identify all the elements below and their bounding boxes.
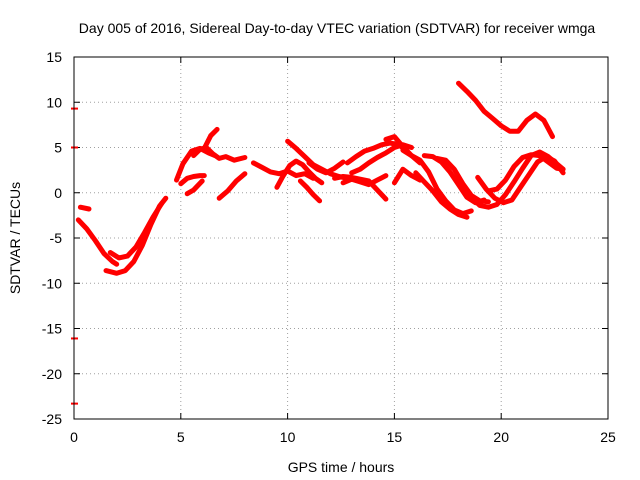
y-tick-label: -20 bbox=[42, 366, 62, 382]
y-tick-label: 10 bbox=[46, 94, 62, 110]
plot-area bbox=[71, 80, 566, 405]
y-tick-label: 0 bbox=[54, 185, 62, 201]
x-tick-label: 15 bbox=[387, 429, 403, 445]
chart-title: Day 005 of 2016, Sidereal Day-to-day VTE… bbox=[79, 20, 596, 36]
x-axis-label: GPS time / hours bbox=[288, 459, 395, 475]
x-tick-label: 0 bbox=[70, 429, 78, 445]
x-tick-label: 10 bbox=[280, 429, 296, 445]
series-line-arc-6 bbox=[191, 145, 248, 163]
y-tick-label: 15 bbox=[46, 49, 62, 65]
series-line-arc-10 bbox=[216, 171, 248, 201]
series-line-arc-1 bbox=[75, 217, 120, 267]
series-line-arc-9 bbox=[184, 178, 205, 197]
y-tick-label: -25 bbox=[42, 411, 62, 427]
series-line-arc-18 bbox=[340, 173, 389, 188]
y-tick-label: -10 bbox=[42, 275, 62, 291]
y-tick-label: 5 bbox=[54, 140, 62, 156]
series-line-arc-25 bbox=[434, 155, 491, 205]
series-line-arc-26 bbox=[456, 80, 555, 140]
series-line-arc-21 bbox=[391, 166, 423, 186]
series-line-arc-29 bbox=[485, 152, 566, 194]
y-tick-labels: -25 -20 -15 -10 -5 0 5 10 15 bbox=[42, 49, 62, 427]
series-line-arc-2 bbox=[77, 204, 92, 212]
series-line-arc-19 bbox=[332, 174, 389, 202]
y-tick-label: -5 bbox=[50, 230, 63, 246]
x-tick-label: 5 bbox=[177, 429, 185, 445]
series-line-arc-14 bbox=[297, 178, 323, 204]
series-line-arc-12 bbox=[274, 158, 325, 190]
series-line-arc-7 bbox=[201, 126, 220, 151]
plot-frame bbox=[73, 56, 609, 420]
series-line-arc-15 bbox=[306, 159, 346, 176]
series-line-arc-8 bbox=[178, 173, 207, 187]
x-tick-label: 20 bbox=[493, 429, 509, 445]
series-line-arc-4 bbox=[107, 201, 165, 261]
grid bbox=[74, 57, 608, 419]
x-tick-label: 25 bbox=[600, 429, 616, 445]
x-tick-labels: 0 5 10 15 20 25 bbox=[70, 429, 616, 445]
series-line-arc-28 bbox=[475, 154, 566, 206]
y-tick-label: -15 bbox=[42, 321, 62, 337]
series-line-arc-23 bbox=[413, 170, 470, 220]
y-axis-label: SDTVAR / TECUs bbox=[7, 182, 23, 294]
